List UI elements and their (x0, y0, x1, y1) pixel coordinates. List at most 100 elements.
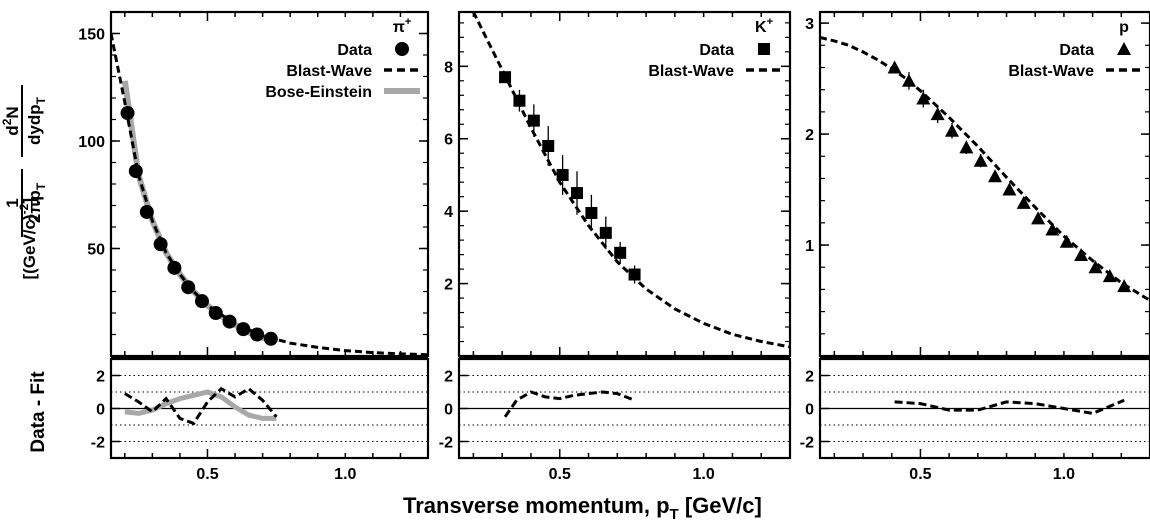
data-point (1117, 279, 1132, 293)
data-point (513, 94, 526, 107)
main-frame (457, 10, 792, 358)
data-point (139, 204, 154, 219)
y-tick-label: 8 (444, 59, 453, 76)
ylabel-frac-num-2: d2N (0, 106, 22, 135)
y-tick-label: 6 (444, 132, 453, 149)
x-tick-label: 0.5 (909, 466, 931, 483)
data-point (988, 169, 1003, 183)
blast-wave-curve (111, 33, 428, 356)
data-point (542, 139, 555, 152)
data-point (1088, 260, 1103, 274)
data-point (208, 306, 223, 320)
xlabel-unit: [GeV/c] (679, 493, 762, 518)
residual-blast-wave (894, 398, 1125, 415)
y-tick-label: 4 (444, 204, 453, 221)
data-point (1074, 248, 1089, 262)
data-point (1016, 195, 1031, 209)
ylabel-frac-den-2: dydpT (25, 96, 48, 145)
main-frame (109, 10, 430, 358)
legend-label: Blast-Wave (286, 63, 372, 80)
data-point (222, 314, 237, 329)
data-point (973, 153, 988, 167)
res-y-tick-label: -2 (439, 435, 453, 452)
data-point (128, 164, 143, 179)
data-point (263, 331, 278, 346)
x-tick-label: 0.5 (549, 466, 571, 483)
data-point (499, 71, 512, 84)
legend-label: Data (337, 42, 372, 59)
blast-wave-curve (820, 36, 1150, 302)
y-axis-label-residual: Data - Fit (28, 371, 49, 453)
x-axis-label: Transverse momentum, pT [GeV/c] (403, 493, 762, 523)
legend-square (758, 43, 770, 55)
y-tick-label: 50 (87, 242, 105, 259)
ylabel-fraction: 1 2πpT d2N dydpT (0, 85, 48, 237)
ylabel-unit: [(GeV/c) (20, 214, 39, 279)
data-point (1002, 182, 1017, 196)
data-point (1045, 222, 1060, 236)
data-point (614, 246, 627, 259)
particle-label: π+ (393, 16, 412, 36)
res-y-tick-label: -2 (800, 435, 814, 452)
y-tick-label: 2 (805, 127, 814, 144)
y-tick-label: 2 (444, 277, 453, 294)
data-point (628, 268, 641, 281)
x-tick-label: 1.0 (334, 466, 356, 483)
xlabel-text: Transverse momentum, p (403, 493, 670, 518)
particle-label: K+ (755, 16, 773, 36)
ylabel-frac-num-1: 1 (3, 198, 22, 207)
y-axis-label-main: [(GeV/c)-2] (17, 198, 39, 280)
blast-wave-curve (472, 12, 790, 349)
data-point (1102, 269, 1117, 283)
data-point (181, 280, 196, 295)
legend-circle (395, 42, 409, 56)
y-tick-label: 100 (78, 134, 105, 151)
legend-label: Data (1059, 42, 1094, 59)
data-point (153, 237, 168, 252)
res-y-tick-label: 0 (805, 402, 814, 419)
data-point (930, 107, 945, 121)
data-point (120, 106, 135, 121)
particle-sup: + (767, 16, 773, 28)
data-point (901, 73, 916, 87)
x-tick-label: 0.5 (196, 466, 218, 483)
data-point (556, 168, 569, 181)
res-y-tick-label: 0 (96, 402, 105, 419)
particle-sup: + (405, 16, 411, 28)
data-point (527, 114, 540, 127)
legend-triangle (1117, 42, 1131, 55)
legend-label: Blast-Wave (648, 63, 734, 80)
residual-blast-wave (503, 390, 636, 418)
data-point (585, 206, 598, 219)
data-point (250, 327, 265, 342)
legend-label: Blast-Wave (1008, 63, 1094, 80)
data-point (599, 226, 612, 239)
ylabel-unit-sup: -2 (17, 203, 31, 214)
xlabel-sub: T (670, 506, 679, 523)
panel-K+: 0.5 1.0 2 4 6 8 -2 0 2 K+ Data Blast-Wave (439, 10, 792, 483)
legend-label: Data (699, 42, 734, 59)
ylabel-frac-den-1: 2πpT (25, 182, 48, 223)
y-tick-label: 1 (805, 238, 814, 255)
data-point (1031, 211, 1046, 225)
main-frame (818, 10, 1150, 358)
res-y-tick-label: -2 (91, 435, 105, 452)
ylabel-unit-close: [(GeV/c)-2] (17, 198, 39, 280)
panel-pi+: 0.5 1.0 50 100 150 -2 0 2 π+ Data Blast-Wave Bose-E… (78, 10, 430, 483)
y-tick-label: 150 (78, 27, 105, 44)
x-tick-label: 1.0 (1053, 466, 1075, 483)
data-point (236, 322, 251, 337)
y-tick-label: 3 (805, 16, 814, 33)
residual-blast-wave (124, 386, 278, 426)
data-point (887, 60, 902, 74)
data-point (167, 260, 182, 275)
chart-layer: 0.5 1.0 50 100 150 -2 0 2 π+ Data Blast-Wave Bose-E… (78, 10, 1150, 483)
data-point (959, 140, 974, 154)
x-tick-label: 1.0 (693, 466, 715, 483)
data-point (945, 123, 959, 137)
legend-label: Bose-Einstein (265, 84, 372, 101)
particle-label: p (1119, 19, 1129, 36)
data-point (571, 187, 584, 200)
data-point (1059, 234, 1074, 248)
